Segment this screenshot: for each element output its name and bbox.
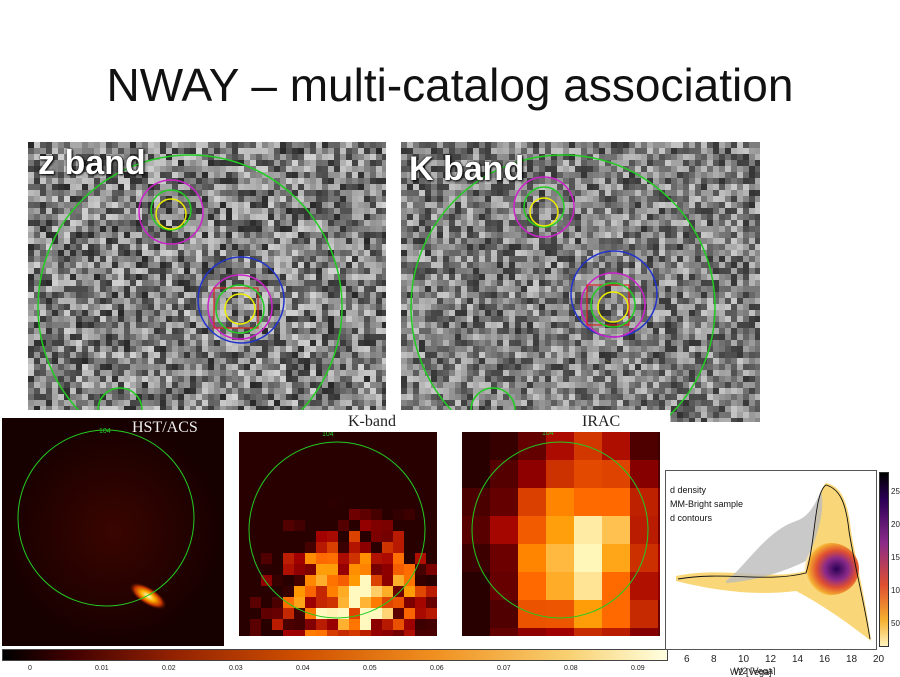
colorbar-tick: 0.07 <box>497 665 511 672</box>
density-x-axis-label: W2 [Vega] <box>734 666 776 675</box>
density-x-tick: 14 <box>792 654 803 665</box>
hst-acs-label: HST/ACS <box>132 419 198 437</box>
k-band-search-circle <box>411 155 715 422</box>
density-colorbar-tick: 10 <box>891 586 900 595</box>
z-band-source2-yellow-circle <box>225 294 255 324</box>
z-band-search-circle <box>38 155 342 422</box>
density-core <box>803 543 859 595</box>
legend-item-density: d density <box>670 485 706 495</box>
irac-thumbnail: 104 <box>462 432 660 636</box>
z-band-overlay <box>28 142 386 422</box>
k-band-source2-yellow-circle <box>598 292 628 322</box>
density-colorbar-tick: 20 <box>891 520 900 529</box>
k-band-thumbnail: 104 <box>239 432 437 636</box>
hst-acs-image <box>2 418 224 646</box>
density-x-tick: 16 <box>819 654 830 665</box>
density-colorbar-tick: 25 <box>891 487 900 496</box>
colorbar-tick: 0.01 <box>95 665 109 672</box>
irac-circle-label: 104 <box>542 432 554 437</box>
colorbar-tick: 0.06 <box>430 665 444 672</box>
k-band-panel: K band <box>401 142 760 422</box>
density-plot: W2 [Vega] <box>665 470 877 650</box>
legend-item-contours: d contours <box>670 513 712 523</box>
k-band-label: K band <box>409 150 524 189</box>
colorbar-tick: 0.08 <box>564 665 578 672</box>
z-band-panel: z band <box>28 142 386 422</box>
density-colorbar <box>879 472 889 647</box>
colorbar-tick: 0 <box>28 665 32 672</box>
density-x-tick: 20 <box>873 654 884 665</box>
colorbar-tick: 0.02 <box>162 665 176 672</box>
colorbar-tick: 0.04 <box>296 665 310 672</box>
density-x-tick: 8 <box>711 654 717 665</box>
slide-title: NWAY – multi-catalog association <box>0 58 900 112</box>
k-band-thumb-image <box>239 432 437 636</box>
density-x-tick: 6 <box>684 654 690 665</box>
irac-thumb-label: IRAC <box>582 413 620 431</box>
k-band-source2-blue-circle <box>571 251 657 337</box>
colorbar-tick: 0.05 <box>363 665 377 672</box>
k-band-source1-green-circle <box>524 187 564 227</box>
hst-circle-label: 104 <box>99 428 111 435</box>
thumbnail-colorbar <box>2 649 668 661</box>
hst-acs-thumbnail: 104 HST/ACS <box>2 418 224 646</box>
z-band-source2-green-circle <box>216 285 264 333</box>
colorbar-tick: 0.09 <box>631 665 645 672</box>
k-thumb-label: K-band <box>348 413 396 431</box>
density-x-tick: 18 <box>846 654 857 665</box>
density-colorbar-tick: 50 <box>891 619 900 628</box>
k-thumb-circle-label: 104 <box>322 432 334 438</box>
irac-thumb-image <box>462 432 660 636</box>
density-x-tick: 10 <box>738 654 749 665</box>
legend-item-bright-sample: MM-Bright sample <box>670 499 743 509</box>
colorbar-tick: 0.03 <box>229 665 243 672</box>
z-band-label: z band <box>38 144 146 183</box>
z-band-source1-yellow-circle <box>156 199 186 229</box>
density-x-tick: 12 <box>765 654 776 665</box>
density-plot-canvas <box>666 471 876 649</box>
k-band-source1-yellow-circle <box>530 198 558 226</box>
density-colorbar-tick: 15 <box>891 553 900 562</box>
